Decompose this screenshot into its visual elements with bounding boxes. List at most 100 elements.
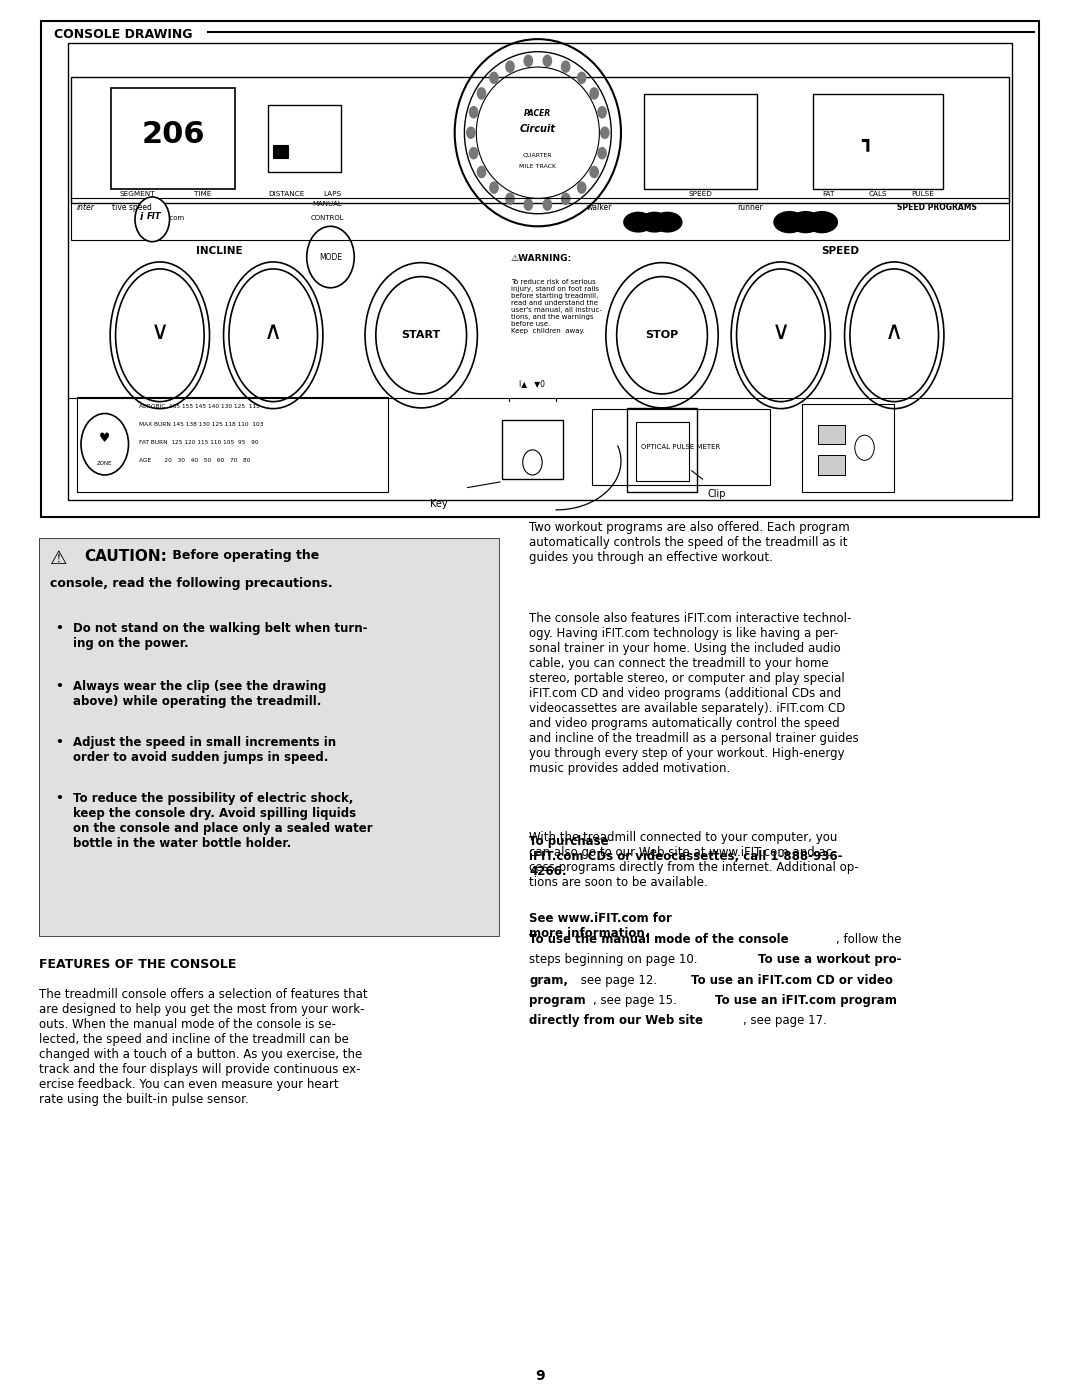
Ellipse shape [639,211,670,232]
Ellipse shape [806,211,838,233]
Circle shape [489,71,499,84]
Circle shape [505,193,515,205]
Text: , see page 15.: , see page 15. [593,995,680,1007]
Text: ∨: ∨ [772,320,789,345]
Text: .com: .com [167,215,185,221]
Circle shape [577,71,586,84]
Text: FEATURES OF THE CONSOLE: FEATURES OF THE CONSOLE [39,958,237,971]
Text: START: START [402,330,441,341]
Text: Circuit: Circuit [519,123,556,134]
Text: Before operating the: Before operating the [168,549,320,562]
Text: gram,: gram, [529,974,568,986]
Circle shape [524,198,534,211]
Text: CONTROL: CONTROL [310,215,345,221]
Bar [39,538,499,936]
Text: SPEED: SPEED [821,246,860,257]
Bar [268,105,341,172]
Text: ∧: ∧ [886,320,903,345]
Ellipse shape [623,211,653,232]
Circle shape [467,127,475,138]
Text: •: • [55,736,63,749]
Text: OPTICAL PULSE METER: OPTICAL PULSE METER [642,444,720,450]
Circle shape [505,60,515,73]
Bar [802,404,894,492]
Text: To use an iFIT.com program: To use an iFIT.com program [715,995,896,1007]
Circle shape [135,197,170,242]
Text: See www.iFIT.com for
more information.: See www.iFIT.com for more information. [529,912,672,940]
Text: I▲   ▼0: I▲ ▼0 [519,380,545,388]
Text: 206: 206 [141,120,205,148]
Text: 9: 9 [536,1369,544,1383]
Bar [111,88,235,189]
Bar [273,145,288,158]
Bar [77,397,388,492]
Text: FAT: FAT [822,191,834,197]
Bar [68,43,1012,500]
Text: ⚠: ⚠ [50,549,67,569]
Bar [813,94,943,189]
Circle shape [469,147,478,159]
Text: Key: Key [430,499,447,509]
Text: ♥: ♥ [99,432,110,446]
Text: ∧: ∧ [265,320,282,345]
Text: To use the manual mode of the console: To use the manual mode of the console [529,933,788,946]
Text: ⚠WARNING:: ⚠WARNING: [511,254,572,263]
Circle shape [590,87,599,99]
Text: Do not stand on the walking belt when turn-
ing on the power.: Do not stand on the walking belt when tu… [73,622,368,650]
Bar [644,94,757,189]
Text: Always wear the clip (see the drawing
above) while operating the treadmill.: Always wear the clip (see the drawing ab… [73,680,327,708]
Text: LAPS: LAPS [323,191,341,197]
Text: FAT BURN  125 120 115 110 105  95   90: FAT BURN 125 120 115 110 105 95 90 [139,440,259,446]
Text: walker: walker [586,203,611,211]
Ellipse shape [789,211,822,233]
Text: With the treadmill connected to your computer, you
can also go to our Web site a: With the treadmill connected to your com… [529,831,859,890]
Text: directly from our Web site: directly from our Web site [529,1014,703,1027]
Text: MODE: MODE [319,253,342,261]
Text: CONSOLE DRAWING: CONSOLE DRAWING [54,28,192,41]
Text: runner: runner [738,203,764,211]
Text: Two workout programs are also offered. Each program
automatically controls the s: Two workout programs are also offered. E… [529,521,850,564]
Circle shape [597,106,607,119]
Text: MANUAL: MANUAL [312,201,342,207]
Text: The console also features iFIT.com interactive technol-
ogy. Having iFIT.com tec: The console also features iFIT.com inter… [529,612,859,775]
Text: INCLINE: INCLINE [195,246,243,257]
Text: PACER: PACER [524,109,552,117]
Text: , follow the: , follow the [836,933,902,946]
Bar [818,425,845,444]
Text: MILE TRACK: MILE TRACK [519,163,556,169]
Text: AEROBIC  165 155 145 140 130 125  115: AEROBIC 165 155 145 140 130 125 115 [139,404,260,409]
Circle shape [524,54,534,67]
Bar [627,408,698,492]
Circle shape [590,166,599,179]
Text: QUARTER: QUARTER [523,152,553,158]
Text: steps beginning on page 10.: steps beginning on page 10. [529,953,701,967]
Text: Clip: Clip [708,489,727,499]
Circle shape [542,198,552,211]
Text: TIME: TIME [194,191,212,197]
Text: To reduce risk of serious
injury, stand on foot rails
before starting treadmill,: To reduce risk of serious injury, stand … [511,279,602,334]
Text: •: • [55,622,63,634]
Text: MAX BURN 145 138 130 125 118 110  103: MAX BURN 145 138 130 125 118 110 103 [139,422,264,427]
Text: •: • [55,792,63,805]
Bar [502,420,563,479]
Bar [39,538,499,936]
Text: CAUTION:: CAUTION: [84,549,167,564]
Text: ∨: ∨ [151,320,168,345]
Text: STOP: STOP [646,330,678,341]
Circle shape [476,87,486,99]
Text: CALS: CALS [868,191,888,197]
Ellipse shape [773,211,806,233]
Text: To reduce the possibility of electric shock,
keep the console dry. Avoid spillin: To reduce the possibility of electric sh… [73,792,373,851]
Text: SPEED PROGRAMS: SPEED PROGRAMS [897,203,977,211]
Text: tive speed: tive speed [112,203,152,211]
Text: SEGMENT: SEGMENT [120,191,156,197]
Text: i: i [139,211,143,222]
Text: DISTANCE: DISTANCE [268,191,305,197]
Text: console, read the following precautions.: console, read the following precautions. [50,577,333,590]
Text: PULSE: PULSE [912,191,934,197]
Bar [71,198,1009,240]
Text: AGE       20   30   40   50   60   70   80: AGE 20 30 40 50 60 70 80 [139,458,251,464]
Bar [635,422,689,481]
Circle shape [489,182,499,194]
Text: The treadmill console offers a selection of features that
are designed to help y: The treadmill console offers a selection… [39,988,367,1105]
